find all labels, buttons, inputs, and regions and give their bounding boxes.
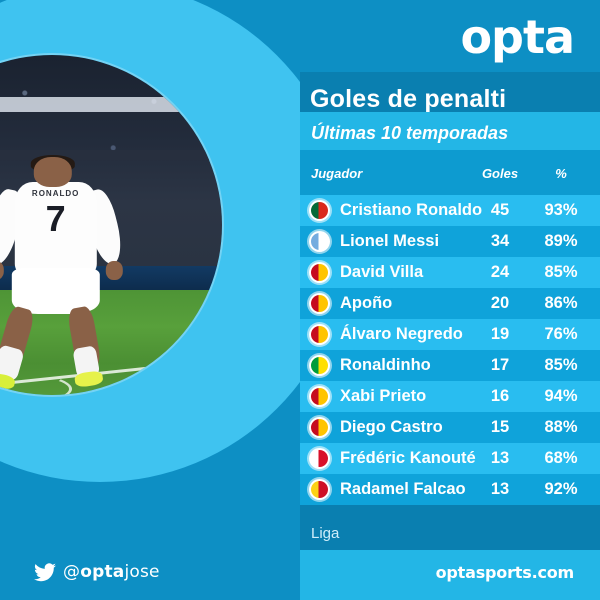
opta-logo: opta bbox=[460, 10, 575, 64]
at-symbol: @ bbox=[63, 562, 81, 582]
row-goals-value: 13 bbox=[490, 448, 510, 467]
shirt-number: 7 bbox=[45, 197, 66, 239]
twitter-handle[interactable]: @optajose bbox=[34, 562, 160, 582]
row-player-name: Ronaldinho bbox=[340, 355, 431, 374]
row-pct-value: 93% bbox=[544, 200, 578, 219]
column-header-goals: Goles bbox=[481, 166, 519, 181]
row-pct-value: 92% bbox=[544, 479, 578, 498]
row-goals-value: 24 bbox=[490, 262, 510, 281]
row-player-name: Álvaro Negredo bbox=[340, 324, 463, 343]
row-player-name: Lionel Messi bbox=[340, 231, 440, 250]
column-header-player: Jugador bbox=[311, 166, 363, 181]
row-player-name: Radamel Falcao bbox=[340, 479, 466, 498]
spain-flag-icon bbox=[309, 293, 330, 314]
page-title: Goles de penalti bbox=[310, 85, 507, 113]
row-pct-value: 76% bbox=[544, 324, 578, 343]
colombia-flag-icon bbox=[309, 479, 330, 500]
row-player-name: Frédéric Kanouté bbox=[340, 448, 476, 467]
row-goals-value: 45 bbox=[490, 200, 510, 219]
row-pct-value: 85% bbox=[544, 262, 578, 281]
spain-flag-icon bbox=[309, 324, 330, 345]
shirt-name: RONALDO bbox=[31, 189, 80, 199]
row-pct-value: 94% bbox=[544, 386, 578, 405]
handle-bold: opta bbox=[80, 562, 125, 582]
twitter-handle-text: @optajose bbox=[63, 562, 160, 582]
row-player-name: Diego Castro bbox=[340, 417, 443, 436]
handle-rest: jose bbox=[124, 562, 160, 582]
row-player-name: Apoño bbox=[340, 293, 393, 312]
row-pct-value: 89% bbox=[544, 231, 578, 250]
row-goals-value: 34 bbox=[490, 231, 510, 250]
page-subtitle: Últimas 10 temporadas bbox=[311, 123, 509, 143]
row-player-name: David Villa bbox=[340, 262, 424, 281]
row-goals-value: 13 bbox=[490, 479, 510, 498]
row-pct-value: 88% bbox=[544, 417, 578, 436]
row-player-name: Xabi Prieto bbox=[340, 386, 427, 405]
row-goals-value: 17 bbox=[490, 355, 510, 374]
brazil-flag-icon bbox=[309, 355, 330, 376]
row-player-name: Cristiano Ronaldo bbox=[340, 200, 483, 219]
row-goals-value: 15 bbox=[490, 417, 510, 436]
sevilla-crest-icon bbox=[309, 448, 330, 469]
row-pct-value: 86% bbox=[544, 293, 578, 312]
player-photo: BBVA RONALDO 7 bbox=[0, 55, 222, 395]
player-photo-pane: BBVA RONALDO 7 bbox=[0, 0, 300, 482]
player-figure: RONALDO 7 bbox=[0, 154, 137, 391]
website-url: optasports.com bbox=[435, 563, 575, 582]
row-pct-value: 68% bbox=[544, 448, 578, 467]
row-goals-value: 19 bbox=[490, 324, 510, 343]
footnote-liga: Liga bbox=[311, 525, 340, 542]
spain-flag-icon bbox=[309, 417, 330, 438]
argentina-flag-icon bbox=[309, 231, 330, 252]
row-pct-value: 85% bbox=[544, 355, 578, 374]
twitter-bird-icon bbox=[34, 562, 56, 582]
row-goals-value: 20 bbox=[490, 293, 510, 312]
portugal-flag-icon bbox=[309, 200, 330, 221]
row-goals-value: 16 bbox=[490, 386, 510, 405]
spain-flag-icon bbox=[309, 262, 330, 283]
column-header-pct: % bbox=[555, 166, 567, 181]
spain-flag-icon bbox=[309, 386, 330, 407]
